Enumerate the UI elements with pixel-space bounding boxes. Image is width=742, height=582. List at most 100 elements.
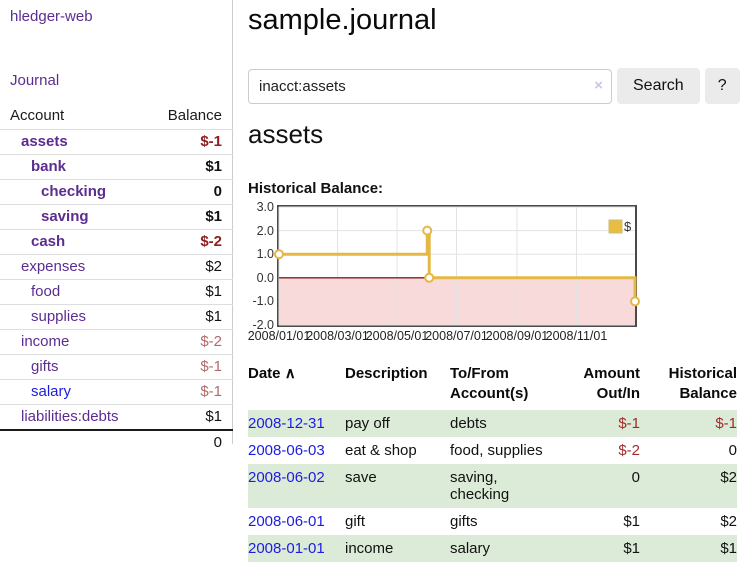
sidebar-item-journal[interactable]: Journal: [10, 72, 60, 89]
account-link[interactable]: saving: [41, 208, 89, 225]
account-row: assets $-1: [0, 129, 233, 155]
account-row: salary $-1: [0, 379, 233, 405]
account-name-cell: checking: [0, 179, 151, 205]
search-button[interactable]: Search: [617, 68, 700, 104]
x-axis-tick-label: 2008/07/01: [425, 329, 488, 343]
transaction-date-cell: 2008-06-01: [248, 508, 345, 535]
accounts-header-row: Account Balance: [0, 104, 233, 130]
account-link[interactable]: salary: [31, 383, 72, 400]
x-axis-tick-label: 2008/01/01: [247, 329, 311, 343]
transaction-amount: 0: [631, 469, 640, 486]
register-header-row: Date ∧ Description To/From Account(s) Amoun…: [248, 362, 737, 410]
transaction-date-cell: 2008-12-31: [248, 410, 345, 437]
transaction-accounts: debts: [450, 415, 487, 432]
transaction-balance: 0: [728, 442, 737, 459]
account-name-cell: income: [0, 329, 151, 355]
account-balance: $-1: [150, 129, 233, 155]
account-balance: $1: [150, 204, 233, 230]
x-axis-tick-label: 2008/11/01: [545, 329, 608, 343]
transaction-accounts: gifts: [450, 513, 478, 530]
transaction-row: 2008-06-02 save saving, checking 0 $2: [248, 464, 737, 508]
account-link[interactable]: assets: [21, 133, 68, 150]
transaction-balance: $1: [720, 540, 737, 557]
transaction-row: 2008-06-03 eat & shop food, supplies $-2 0: [248, 437, 737, 464]
search-box: ×: [248, 68, 612, 104]
account-name-cell: food: [0, 279, 151, 305]
account-link[interactable]: gifts: [31, 358, 59, 375]
transaction-amount: $-2: [618, 442, 640, 459]
transaction-amount: $-1: [618, 415, 640, 432]
account-balance: 0: [150, 179, 233, 205]
account-balance: $2: [150, 254, 233, 280]
account-row: cash $-2: [0, 229, 233, 255]
account-link[interactable]: expenses: [21, 258, 86, 275]
account-balance: $1: [150, 304, 233, 330]
accounts-total-spacer: [0, 429, 151, 455]
transaction-description: pay off: [345, 415, 390, 432]
transaction-row: 2008-01-01 income salary $1 $1: [248, 535, 737, 562]
account-balance: $1: [150, 279, 233, 305]
account-row: liabilities:debts $1: [0, 404, 233, 430]
account-link[interactable]: food: [31, 283, 61, 300]
transaction-balance: $-1: [715, 415, 737, 432]
x-axis-tick-label: 2008/03/01: [306, 329, 369, 343]
transaction-description: income: [345, 540, 394, 557]
account-name-cell: bank: [0, 154, 151, 180]
account-link[interactable]: income: [21, 333, 70, 350]
account-row: bank $1: [0, 154, 233, 180]
column-header-balance: Historical Balance: [668, 365, 737, 402]
transaction-date-link[interactable]: 2008-06-02: [248, 469, 325, 486]
account-link[interactable]: cash: [31, 233, 66, 250]
column-header-date[interactable]: Date ∧: [248, 365, 296, 382]
transaction-accounts: saving, checking: [450, 469, 510, 503]
transaction-date-link[interactable]: 2008-12-31: [248, 415, 325, 432]
page-title: sample.journal: [248, 4, 437, 36]
transaction-row: 2008-12-31 pay off debts $-1 $-1: [248, 410, 737, 437]
chart-plot-area: $: [274, 205, 640, 327]
account-link[interactable]: liabilities:debts: [21, 408, 119, 425]
register-table: Date ∧ Description To/From Account(s) Amoun…: [248, 362, 737, 562]
search-input[interactable]: [248, 68, 612, 104]
account-balance: $-1: [150, 379, 233, 405]
column-header-description: Description: [345, 365, 428, 382]
account-name-cell: salary: [0, 379, 151, 405]
account-row: saving $1: [0, 204, 233, 230]
x-axis-tick-label: 2008/05/01: [365, 329, 429, 343]
account-row: income $-2: [0, 329, 233, 355]
transaction-amount: $1: [623, 513, 640, 530]
account-name-cell: saving: [0, 204, 151, 230]
account-link[interactable]: checking: [41, 183, 107, 200]
account-row: expenses $2: [0, 254, 233, 280]
transaction-date-cell: 2008-06-02: [248, 464, 345, 508]
x-axis-tick-label: 2008/09/01: [485, 329, 549, 343]
historical-balance-chart: $ 3.0 2.0 1.0 0.0 -1.0 -2.0 2008/01/01 2008/03/…: [248, 200, 688, 350]
help-button[interactable]: ?: [704, 68, 740, 104]
account-balance: $-2: [150, 329, 233, 355]
app-title-link[interactable]: hledger-web: [10, 8, 93, 25]
account-link[interactable]: bank: [31, 158, 67, 175]
accounts-header-balance: Balance: [167, 107, 222, 124]
svg-text:$: $: [624, 219, 632, 234]
account-balance: $-1: [150, 354, 233, 380]
account-row: checking 0: [0, 179, 233, 205]
y-axis-tick-label: 2.0: [256, 223, 274, 238]
transaction-date-link[interactable]: 2008-06-01: [248, 513, 325, 530]
account-row: supplies $1: [0, 304, 233, 330]
y-axis-tick-label: -2.0: [252, 318, 274, 332]
transaction-description: save: [345, 469, 377, 486]
y-axis-tick-label: 0.0: [256, 270, 274, 285]
search-form: × Search ?: [248, 68, 740, 104]
clear-search-icon[interactable]: ×: [594, 76, 603, 94]
y-axis-tick-label: 1.0: [256, 247, 274, 262]
transaction-accounts: salary: [450, 540, 491, 557]
account-balance: $1: [150, 404, 233, 430]
transaction-date-link[interactable]: 2008-01-01: [248, 540, 325, 557]
account-link[interactable]: supplies: [31, 308, 87, 325]
account-balance: $1: [150, 154, 233, 180]
transaction-row: 2008-06-01 gift gifts $1 $2: [248, 508, 737, 535]
column-header-accounts: To/From Account(s): [450, 365, 529, 402]
transaction-date-link[interactable]: 2008-06-03: [248, 442, 325, 459]
chart-svg: $: [274, 206, 640, 326]
transaction-amount: $1: [623, 540, 640, 557]
accounts-total-row: 0: [0, 429, 233, 455]
